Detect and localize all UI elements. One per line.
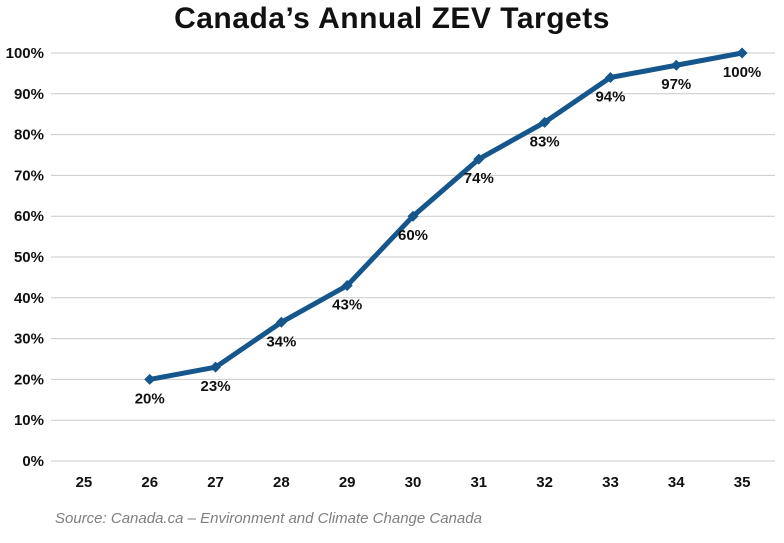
x-axis-tick-label: 30 [405,474,422,491]
data-point-marker [604,71,616,83]
x-axis-tick-label: 26 [141,474,158,491]
y-axis-tick-label: 20% [14,371,44,388]
x-axis-tick-label: 29 [339,474,356,491]
x-axis-tick-label: 32 [536,474,553,491]
x-axis-tick-label: 33 [602,474,619,491]
data-point-label: 43% [332,297,362,314]
data-point-marker [144,373,156,385]
data-point-marker [275,316,287,328]
data-point-label: 94% [595,88,625,105]
data-point-marker [407,210,419,222]
data-point-label: 60% [398,227,428,244]
source-attribution: Source: Canada.ca – Environment and Clim… [55,510,482,527]
x-axis-tick-label: 34 [668,474,685,491]
y-axis-tick-label: 70% [14,167,44,184]
data-point-label: 23% [201,378,231,395]
x-axis-tick-label: 28 [273,474,290,491]
x-axis-tick-label: 31 [470,474,487,491]
y-axis-tick-label: 0% [22,453,44,470]
chart-title: Canada’s Annual ZEV Targets [174,2,610,35]
y-axis-tick-label: 10% [14,412,44,429]
y-axis-tick-label: 50% [14,249,44,266]
data-point-label: 83% [530,133,560,150]
y-axis-tick-label: 30% [14,331,44,348]
data-point-marker [473,153,485,165]
y-axis-tick-label: 40% [14,290,44,307]
x-axis-tick-label: 27 [207,474,224,491]
data-point-marker [210,361,222,373]
data-point-marker [736,47,748,59]
y-axis-tick-label: 100% [6,45,44,62]
data-point-label: 74% [464,170,494,187]
y-axis-tick-label: 90% [14,86,44,103]
data-point-label: 20% [135,390,165,407]
x-axis-tick-label: 25 [76,474,93,491]
data-point-marker [670,59,682,71]
x-axis-tick-label: 35 [734,474,751,491]
data-point-marker [539,116,551,128]
zev-target-line [147,50,745,382]
y-axis-tick-label: 60% [14,208,44,225]
data-point-label: 34% [266,333,296,350]
data-point-label: 97% [661,76,691,93]
y-axis-tick-label: 80% [14,127,44,144]
data-point-marker [341,280,353,292]
data-point-label: 100% [723,64,761,81]
